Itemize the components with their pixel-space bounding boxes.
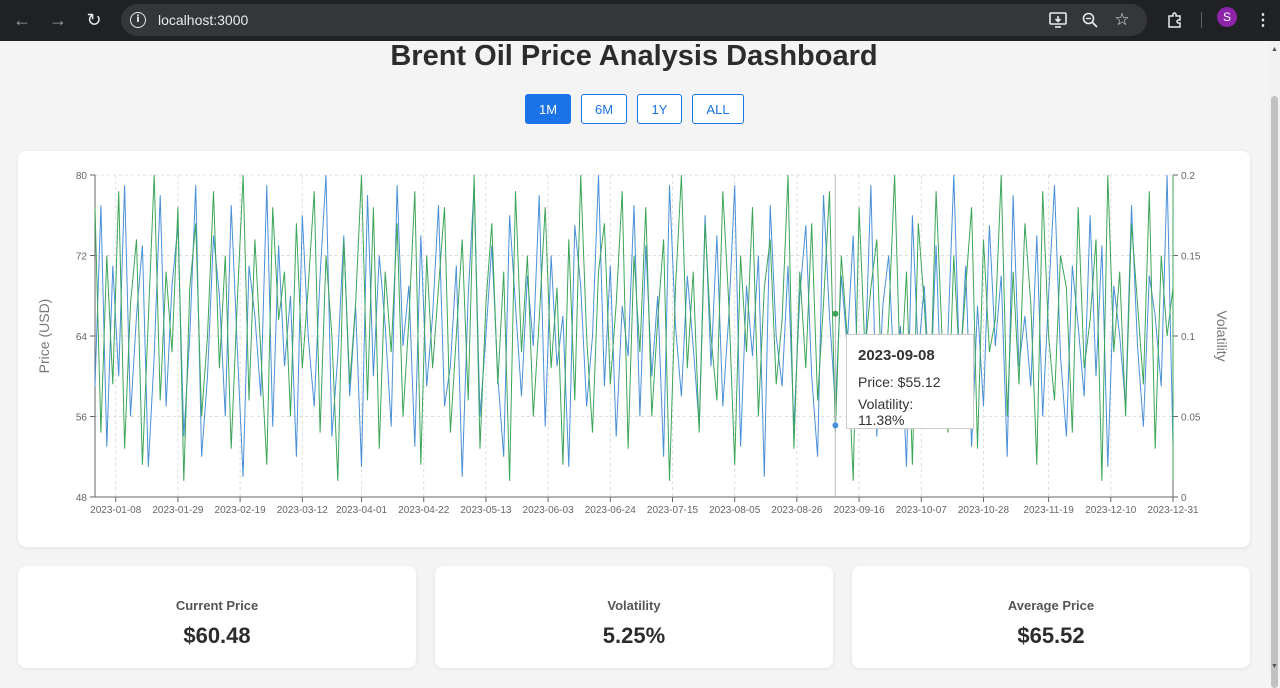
y-axis-tick-label: 72 [76, 252, 88, 263]
y2-axis-tick-label: 0.2 [1181, 171, 1195, 182]
x-axis-tick-label: 2023-12-31 [1147, 505, 1199, 516]
reload-icon[interactable]: ↻ [86, 9, 102, 30]
scroll-down-icon[interactable]: ▼ [1271, 663, 1278, 670]
y2-axis-tick-label: 0.05 [1181, 413, 1201, 424]
x-axis-tick-label: 2023-06-03 [523, 505, 575, 516]
x-axis-tick-label: 2023-02-19 [215, 505, 267, 516]
install-icon[interactable] [1048, 10, 1068, 30]
y-axis-tick-label: 56 [76, 413, 88, 424]
x-axis-tick-label: 2023-03-12 [277, 505, 329, 516]
price-volatility-chart[interactable]: 48 56 64 72 80 0 0.05 0.1 0.15 0.2 2023-01-08 2023-… [18, 151, 1250, 547]
y2-axis-label: Volatility [1214, 310, 1230, 361]
forward-icon[interactable]: → [49, 9, 67, 30]
x-axis-tick-label: 2023-10-07 [896, 505, 948, 516]
profile-avatar[interactable]: S [1217, 7, 1237, 27]
info-icon[interactable]: i [130, 12, 146, 28]
toolbar-separator [1201, 12, 1202, 28]
star-icon[interactable]: ☆ [1114, 10, 1130, 29]
x-axis-tick-label: 2023-01-08 [90, 505, 142, 516]
y-axis-label: Price (USD) [36, 299, 52, 374]
x-axis-tick-label: 2023-08-05 [709, 505, 761, 516]
stat-value: $60.48 [183, 623, 251, 648]
volatility-card: Volatility 5.25% [435, 566, 833, 668]
x-axis-tick-label: 2023-06-24 [585, 505, 637, 516]
range-1m-button[interactable]: 1M [525, 94, 571, 124]
x-axis-tick-label: 2023-08-26 [771, 505, 823, 516]
scroll-up-icon[interactable]: ▲ [1271, 46, 1278, 53]
current-price-card: Current Price $60.48 [18, 566, 416, 668]
y-axis-tick-label: 48 [76, 493, 88, 504]
y2-axis-tick-label: 0.1 [1181, 332, 1195, 343]
chart-tooltip: 2023-09-08 Price: $55.12 Volatility: 11.… [846, 334, 974, 429]
average-price-card: Average Price $65.52 [852, 566, 1250, 668]
address-url[interactable]: localhost:3000 [158, 12, 249, 28]
x-axis-tick-label: 2023-04-01 [336, 505, 388, 516]
x-axis-tick-label: 2023-10-28 [958, 505, 1010, 516]
range-6m-button[interactable]: 6M [581, 94, 627, 124]
chart-card: 48 56 64 72 80 0 0.05 0.1 0.15 0.2 2023-01-08 2023-… [18, 151, 1250, 547]
stat-label: Average Price [1007, 598, 1095, 613]
x-axis-tick-label: 2023-05-13 [460, 505, 512, 516]
x-axis-tick-label: 2023-11-19 [1023, 505, 1074, 516]
volatility-series-line [94, 174, 1174, 481]
address-bar[interactable]: i localhost:3000 ☆ [121, 4, 1147, 36]
volatility-hover-point [832, 310, 839, 317]
tooltip-date: 2023-09-08 [858, 347, 935, 364]
x-axis-tick-label: 2023-12-10 [1085, 505, 1137, 516]
menu-icon[interactable]: ⋮ [1255, 12, 1271, 29]
stat-label: Volatility [607, 598, 661, 613]
x-axis-tick-label: 2023-07-15 [647, 505, 699, 516]
x-axis-tick-label: 2023-09-16 [833, 505, 885, 516]
y-axis-tick-label: 64 [76, 332, 88, 343]
page-scrollbar[interactable]: ▲ ▼ [1269, 41, 1280, 688]
price-hover-point [832, 422, 839, 429]
range-selector: 1M 6M 1Y ALL [525, 94, 744, 124]
x-axis-tick-label: 2023-01-29 [152, 505, 204, 516]
stat-label: Current Price [175, 598, 259, 613]
extensions-icon[interactable] [1162, 7, 1188, 33]
zoom-icon[interactable] [1080, 10, 1100, 30]
stat-value: $65.52 [1017, 623, 1085, 648]
tooltip-volatility: Volatility: 11.38% [858, 396, 914, 428]
y2-axis-tick-label: 0 [1181, 493, 1187, 504]
range-1y-button[interactable]: 1Y [637, 94, 682, 124]
scrollbar-thumb[interactable] [1271, 96, 1278, 688]
y2-axis-tick-label: 0.15 [1181, 252, 1201, 263]
x-axis-tick-label: 2023-04-22 [398, 505, 450, 516]
y-axis-tick-label: 80 [76, 171, 88, 182]
back-icon[interactable]: ← [13, 9, 31, 30]
stat-value: 5.25% [602, 623, 666, 648]
browser-toolbar: ← → ↻ i localhost:3000 ☆ S ⋮ [0, 0, 1280, 41]
page-title: Brent Oil Price Analysis Dashboard [390, 40, 878, 72]
range-all-button[interactable]: ALL [692, 94, 744, 124]
tooltip-price: Price: $55.12 [858, 374, 941, 390]
